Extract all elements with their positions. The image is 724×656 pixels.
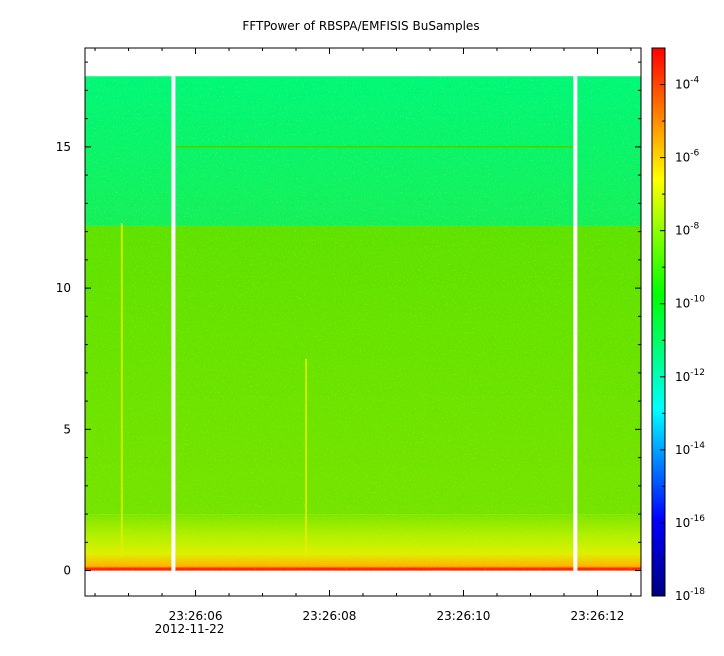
colorbar-tick-label: 10-18 [675,587,705,603]
x-tick-label: 23:26:08 [303,609,357,623]
data-gap [573,76,578,571]
y-tick-label: 0 [63,564,71,578]
data-gaps [171,76,578,571]
data-gap [171,76,176,571]
colorbar-tick-label: 10-4 [675,76,700,92]
colorbar-ticks: 10-4 10-6 10-8 10-10 10-12 10-14 10-16 10-18 [660,47,705,603]
colorbar-gradient [651,47,666,597]
spectrogram-noise [85,76,641,571]
colorbar-tick-label: 10-10 [675,295,705,311]
plot-area [84,47,642,597]
x-tick-label: 23:26:10 [437,609,491,623]
colorbar-tick-label: 10-6 [675,149,700,165]
noise-texture [85,76,641,571]
y-tick-label: 10 [56,281,71,295]
x-tick-label: 23:26:12 [571,609,625,623]
colorbar-tick-label: 10-8 [675,222,700,238]
y-axis: 0 5 10 15 [56,61,641,578]
x-tick-date: 2012-11-22 [155,622,225,636]
colorbar: 10-4 10-6 10-8 10-10 10-12 10-14 10-16 10-18 [651,47,705,603]
colorbar-tick-label: 10-14 [675,441,705,457]
colorbar-tick-label: 10-12 [675,368,705,384]
y-tick-label: 15 [56,140,71,154]
colorbar-tick-label: 10-16 [675,514,705,530]
chart-title: FFTPower of RBSPA/EMFISIS BuSamples [242,19,479,33]
x-tick-label: 23:26:06 [169,609,223,623]
y-tick-label: 5 [63,422,71,436]
spectrogram-features [120,145,576,557]
